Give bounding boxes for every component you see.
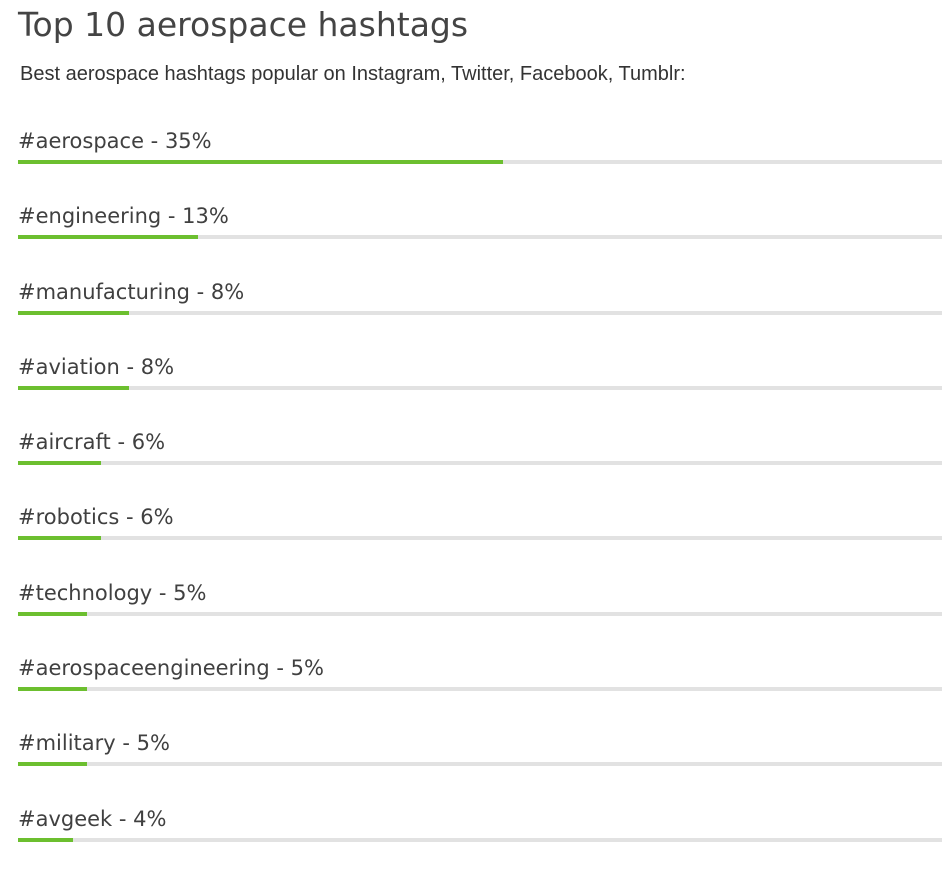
bar-track — [18, 837, 942, 842]
bar-row: #aircraft - 6% — [18, 427, 942, 502]
bar-fill — [18, 385, 129, 390]
bar-fill — [18, 762, 88, 767]
bar-label: #technology - 5% — [18, 580, 207, 605]
bar-row: #avgeek - 4% — [18, 804, 942, 879]
hashtag-bar-list: #aerospace - 35% #engineering - 13% #manuf… — [18, 126, 942, 879]
bar-track — [18, 235, 942, 240]
bar-label: #aircraft - 6% — [18, 430, 166, 455]
bar-fill — [18, 235, 199, 240]
bar-fill — [18, 461, 102, 466]
bar-label: #aerospace - 35% — [18, 129, 212, 153]
bar-label: #manufacturing - 8% — [18, 279, 245, 304]
bar-track — [18, 687, 942, 692]
bar-label: #avgeek - 4% — [18, 806, 167, 831]
chart-title: Top 10 aerospace hashtags — [18, 5, 469, 44]
bar-track — [18, 160, 942, 164]
bar-fill — [18, 536, 102, 541]
bar-track — [18, 461, 942, 466]
bar-fill — [18, 837, 74, 842]
bar-label: #aerospaceengineering - 5% — [18, 656, 324, 681]
bar-track — [18, 310, 942, 315]
bar-row: #technology - 5% — [18, 578, 942, 653]
chart-subtitle: Best aerospace hashtags popular on Insta… — [20, 63, 686, 85]
bar-track — [18, 385, 942, 390]
bar-fill — [18, 160, 503, 164]
bar-track — [18, 611, 942, 616]
bar-row: #military - 5% — [18, 728, 942, 803]
bar-track — [18, 536, 942, 541]
bar-fill — [18, 687, 88, 692]
bar-row: #manufacturing - 8% — [18, 277, 942, 352]
bar-label: #aviation - 8% — [18, 354, 175, 379]
bar-label: #engineering - 13% — [18, 204, 229, 229]
bar-row: #engineering - 13% — [18, 201, 942, 276]
bar-row: #robotics - 6% — [18, 502, 942, 577]
bar-label: #robotics - 6% — [18, 505, 174, 530]
bar-row: #aerospaceengineering - 5% — [18, 653, 942, 728]
bar-label: #military - 5% — [18, 731, 170, 756]
bar-row: #aviation - 8% — [18, 352, 942, 427]
bar-fill — [18, 611, 88, 616]
bar-fill — [18, 310, 129, 315]
bar-track — [18, 762, 942, 767]
bar-row: #aerospace - 35% — [18, 126, 942, 201]
